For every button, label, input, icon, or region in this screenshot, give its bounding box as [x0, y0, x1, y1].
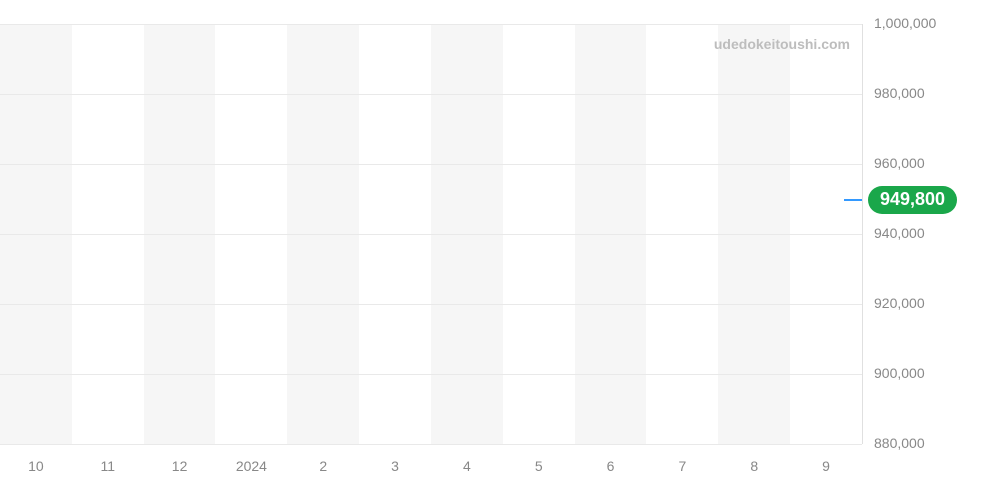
x-tick-label: 2024 [236, 458, 267, 474]
y-tick-label: 980,000 [874, 85, 925, 101]
x-tick-label: 2 [319, 458, 327, 474]
x-tick-label: 8 [750, 458, 758, 474]
x-tick-label: 10 [28, 458, 44, 474]
y-tick-label: 940,000 [874, 225, 925, 241]
y-tick-label: 880,000 [874, 435, 925, 451]
y-tick-label: 920,000 [874, 295, 925, 311]
x-tick-label: 5 [535, 458, 543, 474]
x-tick-label: 7 [679, 458, 687, 474]
gridline [0, 444, 862, 445]
gridline [0, 164, 862, 165]
x-tick-label: 4 [463, 458, 471, 474]
current-price-tick [844, 199, 862, 201]
x-tick-label: 6 [607, 458, 615, 474]
gridline [0, 234, 862, 235]
y-tick-label: 900,000 [874, 365, 925, 381]
x-tick-label: 12 [172, 458, 188, 474]
x-tick-label: 3 [391, 458, 399, 474]
y-tick-label: 960,000 [874, 155, 925, 171]
plot-area [0, 24, 862, 444]
watermark-text: udedokeitoushi.com [714, 36, 850, 52]
gridline [0, 94, 862, 95]
x-tick-label: 11 [100, 458, 115, 474]
y-tick-label: 1,000,000 [874, 15, 936, 31]
gridline [0, 24, 862, 25]
gridline [0, 304, 862, 305]
current-price-value: 949,800 [880, 189, 945, 210]
gridline [0, 374, 862, 375]
price-chart: 880,000 900,000 920,000 940,000 960,000 980,0… [0, 0, 1000, 500]
y-axis-line [862, 24, 863, 444]
x-tick-label: 9 [822, 458, 830, 474]
current-price-badge: 949,800 [868, 186, 957, 214]
